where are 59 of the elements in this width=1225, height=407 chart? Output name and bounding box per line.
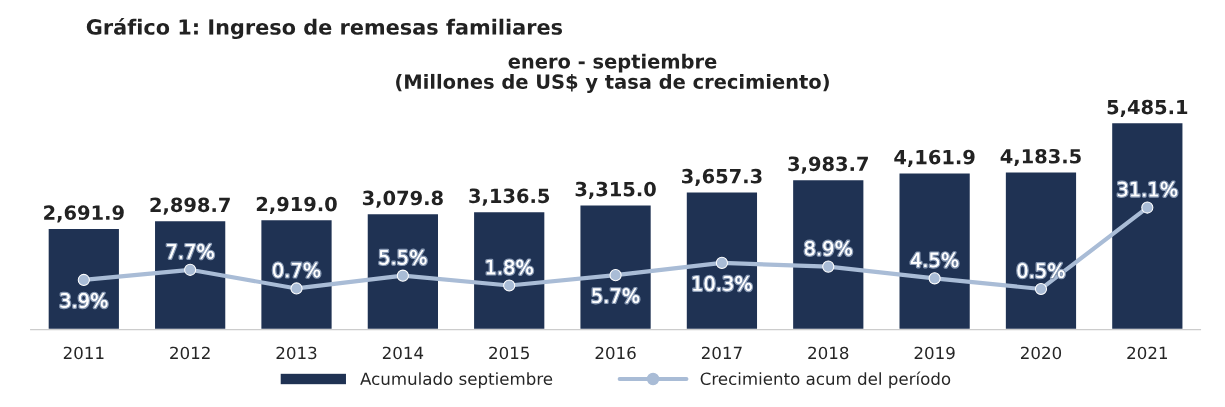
point	[77, 273, 90, 286]
data-label: 3,983.7	[788, 156, 868, 174]
chart-subtitle: enero - septiembre (Millones de US$ y tasa de crecimiento)	[396, 53, 829, 93]
bar	[472, 210, 547, 330]
x-tick-label: 2011	[63, 346, 104, 360]
x-tick-label: 2016	[595, 346, 636, 360]
bar	[578, 203, 653, 330]
data-label: 4,161.9	[894, 149, 975, 167]
legend-label: Acumulado septiembre	[360, 372, 553, 389]
point	[609, 269, 622, 282]
data-label: 3,315.0	[575, 181, 656, 199]
point	[396, 269, 409, 282]
data-label: 31.1%	[1117, 181, 1178, 197]
x-tick-label: 2013	[276, 346, 317, 360]
data-label: 2,919.0	[256, 196, 337, 214]
bar	[1110, 121, 1185, 330]
legend-label: Crecimiento acum del período	[700, 371, 951, 389]
chart-title: Gráfico 1: Ingreso de remesas familiares	[86, 17, 563, 40]
x-tick-label: 2020	[1020, 346, 1062, 360]
x-tick-label: 2014	[382, 346, 424, 360]
data-label: 4.5%	[910, 252, 959, 268]
point	[928, 272, 941, 285]
data-label: 0.5%	[1017, 263, 1065, 278]
x-tick-label: 2015	[489, 346, 529, 360]
x-tick-label: 2017	[701, 346, 742, 360]
data-label: 7.7%	[167, 244, 214, 259]
x-tick-label: 2012	[170, 346, 210, 360]
data-label: 3,136.5	[469, 188, 550, 206]
data-label: 3.9%	[60, 293, 108, 308]
x-tick-label: 2021	[1127, 346, 1167, 360]
bar	[684, 190, 760, 330]
bar	[897, 171, 972, 330]
data-label: 5.7%	[592, 288, 640, 303]
data-label: 5,485.1	[1107, 99, 1188, 117]
bar	[1003, 170, 1079, 330]
data-label: 2,691.9	[44, 205, 124, 223]
point	[822, 260, 835, 273]
data-label: 10.3%	[693, 276, 752, 291]
data-label: 3,079.8	[362, 190, 443, 208]
data-label: 1.8%	[486, 259, 533, 275]
data-label: 3,657.3	[682, 168, 762, 186]
bar	[259, 218, 334, 330]
point	[290, 282, 303, 295]
bar	[791, 178, 866, 330]
bar	[46, 226, 121, 330]
point	[1141, 201, 1154, 214]
x-tick-label: 2018	[808, 346, 849, 360]
data-label: 5.5%	[379, 249, 427, 265]
data-label: 2,898.7	[150, 197, 230, 215]
bar	[365, 212, 441, 330]
x-tick-label: 2019	[914, 346, 955, 360]
data-label: 8.9%	[804, 240, 852, 256]
bar	[152, 219, 228, 330]
data-label: 0.7%	[273, 262, 321, 278]
point	[1034, 282, 1048, 296]
data-label: 4,183.5	[1000, 148, 1081, 167]
point	[503, 279, 516, 292]
point	[715, 256, 728, 269]
point	[184, 263, 197, 276]
